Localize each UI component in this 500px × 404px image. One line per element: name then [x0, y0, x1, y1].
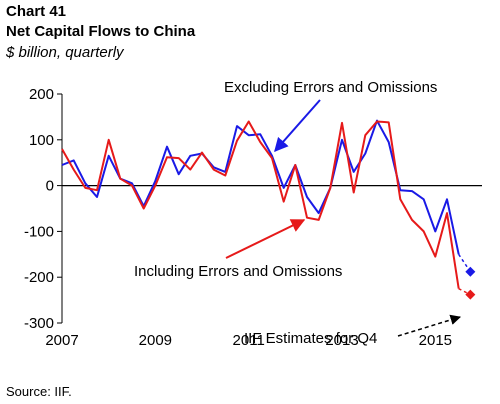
estimate-marker-excluding: [465, 266, 476, 277]
chart-title: Net Capital Flows to China: [6, 23, 196, 40]
x-tick-label: 2009: [139, 332, 172, 349]
chart-subtitle: $ billion, quarterly: [6, 44, 124, 61]
y-tick-label: 0: [46, 178, 54, 195]
x-tick-label: 2011: [233, 332, 265, 349]
annotation-including: Including Errors and Omissions: [134, 263, 342, 280]
x-tick-label: 2015: [419, 332, 452, 349]
annotation-estimates: IIF Estimates for Q4: [244, 330, 377, 347]
x-tick-label: 2013: [325, 332, 358, 349]
y-tick-label: -300: [24, 315, 54, 332]
annotation-excluding: Excluding Errors and Omissions: [224, 79, 437, 96]
estimate-marker-including: [465, 289, 476, 300]
y-tick-label: 100: [29, 132, 54, 149]
chart-number: Chart 41: [6, 3, 67, 20]
series-line-including: [61, 120, 460, 289]
y-tick-label: -200: [24, 269, 54, 286]
y-tick-label: -100: [24, 223, 54, 240]
annotation-estimates-arrow: [397, 314, 462, 337]
series-line-excluding: [61, 119, 460, 255]
y-tick-label: 200: [29, 86, 54, 103]
annotation-excluding-arrow: [274, 99, 321, 153]
source-note: Source: IIF.: [6, 384, 72, 399]
estimate-link-including: [458, 287, 471, 296]
x-tick-label: 2007: [45, 332, 78, 349]
annotation-including-arrow: [225, 219, 306, 259]
